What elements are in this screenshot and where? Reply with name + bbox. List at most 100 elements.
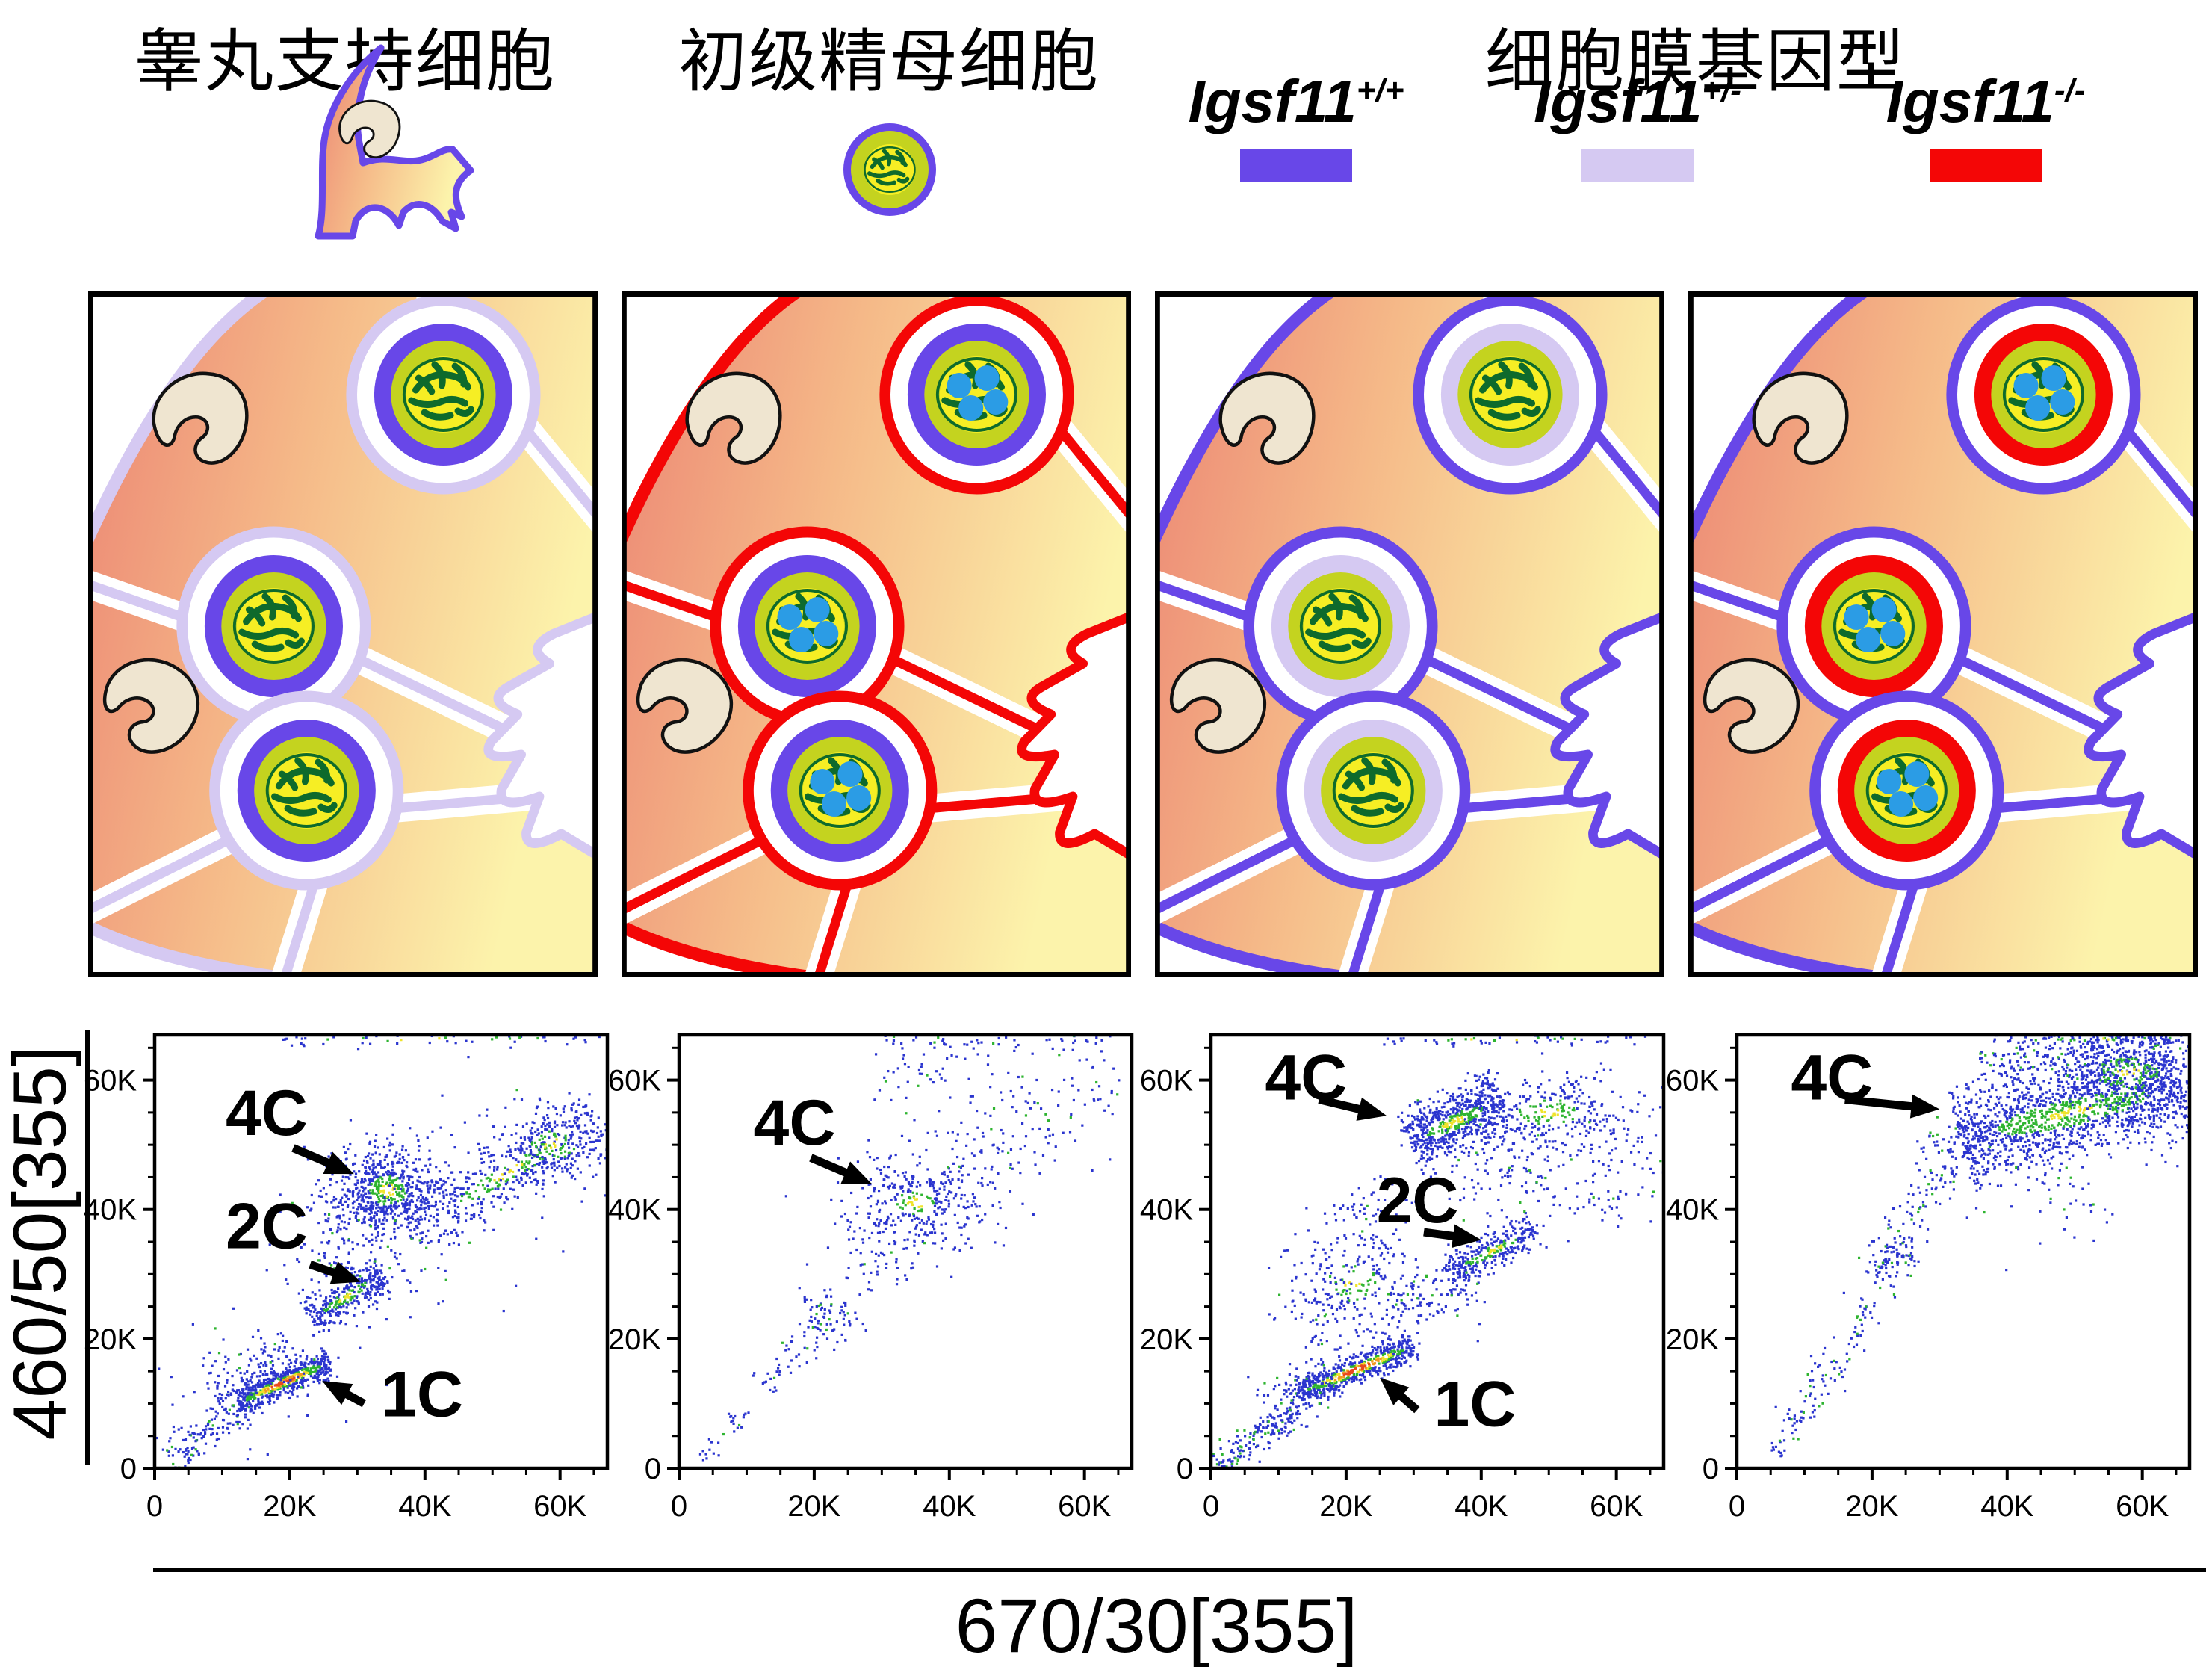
sertoli-nucleus — [1752, 371, 1849, 465]
annotation-1c: 1C — [1380, 1369, 1516, 1441]
sertoli-membrane-fold — [354, 654, 519, 739]
legend-item-het: Igsf11+/- — [1503, 67, 1772, 182]
tubule-lumen — [483, 610, 598, 862]
sertoli-nucleus — [152, 371, 249, 465]
igsf11-dot — [958, 395, 984, 421]
sertoli-cell-shape — [315, 44, 474, 240]
svg-text:40K: 40K — [1140, 1194, 1193, 1227]
svg-text:4C: 4C — [753, 1087, 835, 1159]
x-axis-group-line — [153, 1568, 2206, 1572]
svg-text:40K: 40K — [398, 1490, 451, 1523]
sertoli-membrane-fold — [1421, 654, 1586, 739]
annotation-4c: 4C — [1265, 1042, 1387, 1121]
igsf11-dot — [2041, 365, 2066, 391]
sertoli-membrane-fold — [1954, 654, 2119, 739]
axis-ticks — [143, 1046, 595, 1480]
sertoli-membrane-fold — [813, 875, 854, 977]
legend-swatch-het — [1581, 149, 1694, 182]
svg-text:20K: 20K — [84, 1323, 137, 1356]
svg-text:4C: 4C — [226, 1077, 308, 1149]
chromatin — [1332, 753, 1414, 828]
y-axis-group-line — [85, 1030, 90, 1465]
svg-text:0: 0 — [1203, 1490, 1219, 1523]
svg-text:0: 0 — [671, 1490, 687, 1523]
igsf11-dot — [777, 604, 802, 630]
sertoli-membrane-fold — [1052, 421, 1131, 524]
membrane-genotype-title: 细胞膜基因型 — [1484, 24, 1906, 100]
legend-swatch-ko — [1930, 149, 2042, 182]
chromatin — [402, 357, 485, 432]
sertoli-membrane-fold — [279, 875, 320, 977]
igsf11-dot — [805, 597, 830, 622]
igsf11-dot — [2013, 373, 2039, 398]
sertoli-nucleus — [1169, 658, 1267, 754]
annotation-1c: 1C — [322, 1359, 463, 1431]
igsf11-dot — [1904, 761, 1930, 787]
sertoli-cell-icon — [315, 44, 474, 240]
chromatin — [232, 589, 315, 664]
legend-label-ko: Igsf11-/- — [1886, 68, 2086, 134]
sertoli-membrane-fold — [1155, 830, 1310, 915]
igsf11-dot — [983, 389, 1009, 415]
sertoli-membrane-fold — [1346, 875, 1387, 977]
annotation-2c: 2C — [226, 1191, 361, 1284]
svg-text:60K: 60K — [608, 1065, 661, 1098]
panel-border — [88, 291, 598, 977]
svg-text:60K: 60K — [533, 1490, 586, 1523]
igsf11-dot — [2050, 389, 2075, 415]
svg-text:60K: 60K — [1140, 1065, 1193, 1098]
sertoli-membrane-fold — [622, 830, 776, 915]
igsf11-dot — [1877, 769, 1902, 794]
svg-text:60K: 60K — [84, 1065, 137, 1098]
scatter-points — [698, 1035, 1132, 1462]
sertoli-membrane-fold — [887, 654, 1053, 739]
tubule-lumen — [2084, 610, 2198, 862]
legend-swatch-wt — [1240, 149, 1352, 182]
sertoli-nucleus — [102, 658, 200, 754]
chromatin — [265, 753, 347, 828]
tubule-panel-4 — [1688, 291, 2198, 977]
igsf11-dot — [821, 791, 847, 817]
svg-text:20K: 20K — [1319, 1490, 1372, 1523]
sertoli-membrane-fold — [1585, 421, 1664, 524]
annotation-2c: 2C — [1377, 1165, 1481, 1249]
svg-text:0: 0 — [1177, 1453, 1193, 1485]
svg-text:20K: 20K — [263, 1490, 316, 1523]
spermatocyte-icon — [843, 123, 936, 216]
panel-border — [622, 291, 1131, 977]
sertoli-nucleus — [685, 371, 782, 465]
chromatin — [1299, 589, 1382, 664]
igsf11-dot — [1871, 597, 1897, 622]
plot-frame — [1735, 1033, 2192, 1470]
svg-text:20K: 20K — [1140, 1323, 1193, 1356]
svg-text:40K: 40K — [1454, 1490, 1508, 1523]
svg-text:40K: 40K — [608, 1194, 661, 1227]
sertoli-nucleus — [1218, 371, 1316, 465]
svg-text:20K: 20K — [787, 1490, 840, 1523]
legend-item-ko: Igsf11-/- — [1851, 67, 2120, 182]
panel-border — [1688, 291, 2198, 977]
sertoli-nucleus — [636, 658, 734, 754]
svg-text:0: 0 — [146, 1490, 163, 1523]
sertoli-nucleus — [338, 99, 401, 159]
tubule-panel-1 — [88, 291, 598, 977]
sertoli-membrane-fold — [2119, 421, 2198, 524]
legend-label-het: Igsf11+/- — [1534, 68, 1741, 134]
tubule-panel-2 — [622, 291, 1131, 977]
plot-frame — [152, 1033, 610, 1470]
scatter-points — [1212, 1035, 1664, 1468]
igsf11-dot — [789, 627, 814, 652]
flow-plot-2: 00 20K 20K 40K 40K 60K 60K 4C — [608, 1033, 1134, 1523]
tubule-lumen — [1017, 610, 1131, 862]
igsf11-dot — [2025, 395, 2051, 421]
scatter-points — [1770, 1035, 2190, 1458]
svg-text:40K: 40K — [923, 1490, 976, 1523]
igsf11-dot — [846, 785, 872, 811]
igsf11-dot — [810, 769, 835, 794]
igsf11-dot — [974, 365, 1000, 391]
